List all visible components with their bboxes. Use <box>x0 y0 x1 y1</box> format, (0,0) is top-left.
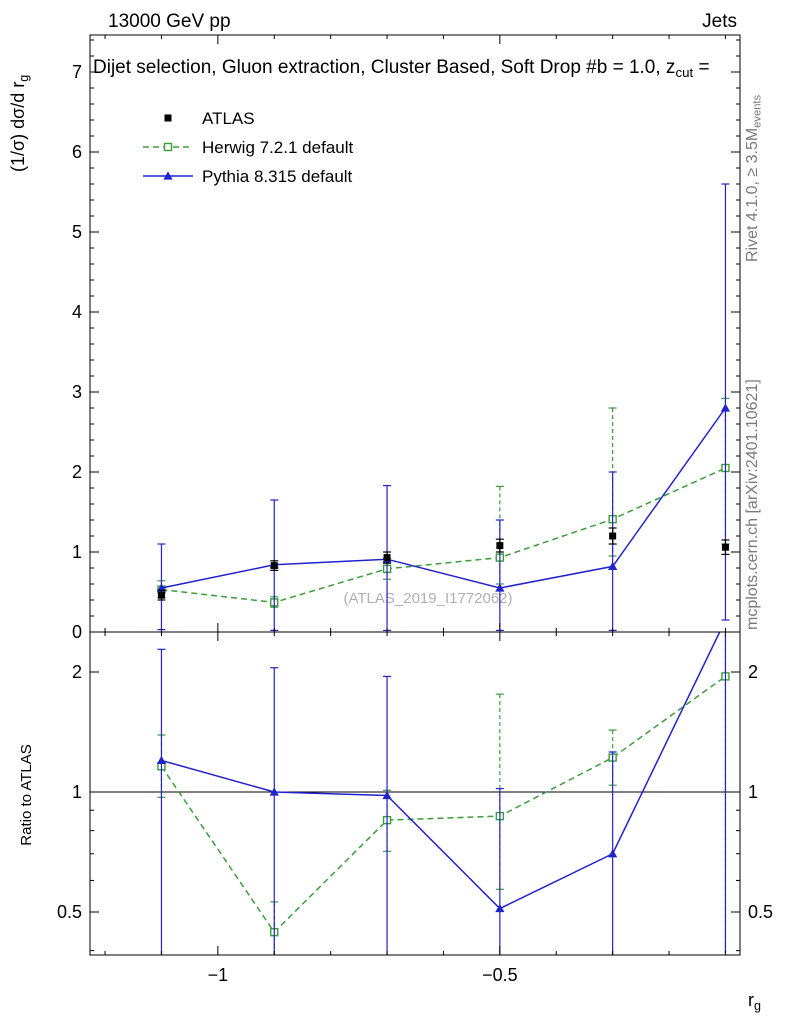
mcplots-arxiv-note: mcplots.cern.ch [arXiv:2401.10621] <box>744 379 761 630</box>
header-analysis-group: Jets <box>702 11 737 32</box>
legend: ATLAS Herwig 7.2.1 default Pythia 8.315 de… <box>143 109 353 186</box>
legend-label: Pythia 8.315 default <box>202 167 353 186</box>
ytick-label-main: 6 <box>72 142 82 162</box>
ytick-label-ratio-right: 1 <box>748 782 758 802</box>
axis-ticks <box>90 35 740 955</box>
ytick-label-ratio-right: 2 <box>748 662 758 682</box>
legend-item-atlas: ATLAS <box>164 109 255 128</box>
ytick-label-main: 0 <box>72 622 82 642</box>
ytick-label-main: 5 <box>72 222 82 242</box>
plot-title: Dijet selection, Gluon extraction, Clust… <box>93 57 710 80</box>
ytick-label-ratio-left: 2 <box>72 662 82 682</box>
rivet-version-note: Rivet 4.1.0, ≥ 3.5Mevents <box>744 94 764 262</box>
legend-item-pythia-8-315-default: Pythia 8.315 default <box>143 167 353 186</box>
xtick-label: −0.5 <box>482 965 518 985</box>
series-pythia-8-315-default <box>156 183 731 632</box>
legend-label: ATLAS <box>202 109 255 128</box>
ytick-label-main: 2 <box>72 462 82 482</box>
series-herwig-7-2-1-default <box>157 632 730 955</box>
ytick-label-ratio-left: 0.5 <box>57 902 82 922</box>
series-pythia-8-315-default <box>156 632 727 955</box>
watermark: (ATLAS_2019_I1772062) <box>343 590 512 607</box>
ytick-label-main: 4 <box>72 302 82 322</box>
series-atlas <box>157 527 730 601</box>
series-herwig-7-2-1-default <box>157 397 730 608</box>
main-panel-frame <box>89 34 741 633</box>
ratio-y-axis-title: Ratio to ATLAS <box>18 744 35 845</box>
main-y-axis-title: (1/σ) dσ/d rg <box>8 75 31 172</box>
ytick-label-ratio-right: 0.5 <box>748 902 773 922</box>
xtick-label: −1 <box>208 965 229 985</box>
ytick-label-main: 7 <box>72 62 82 82</box>
legend-item-herwig-7-2-1-default: Herwig 7.2.1 default <box>143 138 353 157</box>
header-beam-energy: 13000 GeV pp <box>108 11 231 32</box>
panel-frames <box>89 34 741 956</box>
legend-label: Herwig 7.2.1 default <box>202 138 353 157</box>
x-axis-title: rg <box>748 990 761 1013</box>
ratio-panel-frame <box>89 631 741 956</box>
ytick-label-main: 1 <box>72 542 82 562</box>
ytick-label-ratio-left: 1 <box>72 782 82 802</box>
ytick-label-main: 3 <box>72 382 82 402</box>
